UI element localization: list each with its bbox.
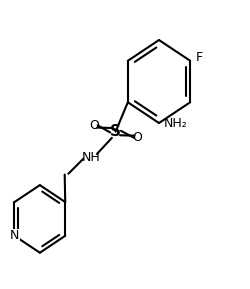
Text: S: S [110,124,120,139]
Text: N: N [10,229,19,242]
Text: O: O [89,119,99,132]
Text: F: F [195,51,202,64]
Text: NH: NH [81,151,100,164]
Text: NH₂: NH₂ [163,116,186,129]
Text: O: O [132,131,142,144]
